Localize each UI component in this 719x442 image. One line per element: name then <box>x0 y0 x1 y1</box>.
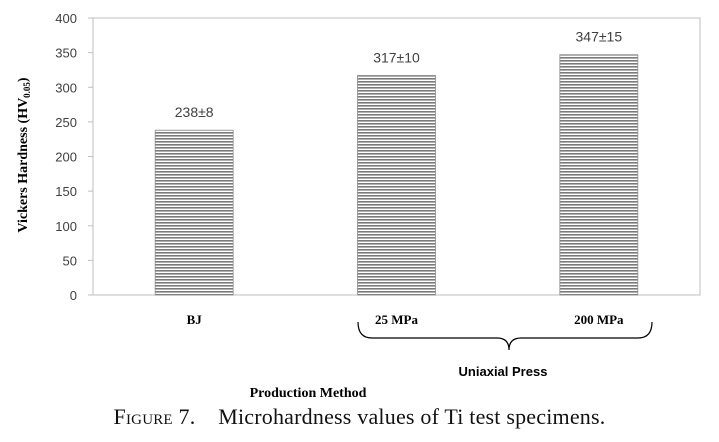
data-label: 238±8 <box>175 104 214 120</box>
bar <box>357 75 436 296</box>
figure-label: Figure 7. <box>113 404 196 429</box>
bar <box>154 129 234 296</box>
x-axis-title: Production Method <box>250 386 367 400</box>
y-tick-label: 50 <box>63 253 77 268</box>
y-tick-label: 100 <box>55 219 77 234</box>
category-labels: BJ 25 MPa 200 MPa <box>187 312 624 327</box>
bar <box>559 54 639 296</box>
y-axis: 0 50 100 150 200 250 300 350 400 <box>55 11 93 303</box>
y-tick-label: 250 <box>55 115 77 130</box>
group-label: Uniaxial Press <box>459 364 548 379</box>
caption-text: Microhardness values of Ti test specimen… <box>218 404 606 429</box>
bars: 238±8 317±10 347±15 <box>154 29 639 296</box>
x-tick-label: 200 MPa <box>574 312 624 327</box>
y-tick-label: 300 <box>55 80 77 95</box>
y-tick-label: 350 <box>55 46 77 61</box>
y-axis-title: Vickers Hardness (HV0.05) <box>16 77 32 233</box>
group-brace <box>357 321 653 351</box>
y-tick-label: 200 <box>55 150 77 165</box>
figure-caption: Figure 7. Microhardness values of Ti tes… <box>0 404 719 430</box>
data-label: 347±15 <box>576 29 623 45</box>
x-tick-label: BJ <box>187 312 203 327</box>
y-tick-label: 0 <box>70 288 77 303</box>
x-tick-label: 25 MPa <box>375 312 418 327</box>
chart: 0 50 100 150 200 250 300 350 400 238±8 317±10 347±… <box>16 11 701 400</box>
y-tick-label: 400 <box>55 11 77 26</box>
y-tick-label: 150 <box>55 184 77 199</box>
data-label: 317±10 <box>373 49 420 65</box>
